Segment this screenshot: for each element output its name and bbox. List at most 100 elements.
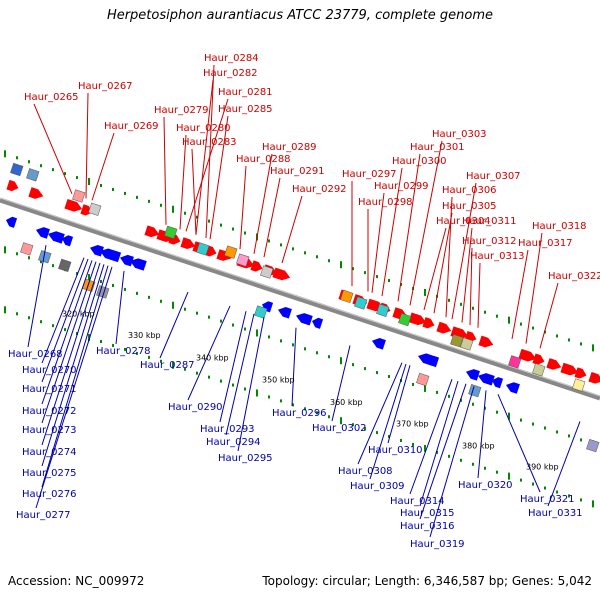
reverse-gene-arrow bbox=[428, 356, 440, 368]
label-leader bbox=[409, 140, 443, 306]
scale-label: 350 kbp bbox=[262, 375, 295, 384]
feature-box-shape bbox=[532, 363, 546, 377]
feature-box-shape bbox=[88, 202, 102, 216]
gene-label-haur-0265: Haur_0265 bbox=[24, 92, 79, 103]
feature-box-shape bbox=[398, 312, 412, 327]
forward-gene-arrow-shape bbox=[560, 362, 579, 376]
forward-gene-arrow bbox=[478, 335, 494, 348]
tick-mark bbox=[496, 470, 498, 474]
reverse-gene-arrow bbox=[478, 373, 495, 386]
label-leader bbox=[41, 258, 89, 383]
label-leader bbox=[187, 305, 231, 401]
label-leader bbox=[41, 257, 85, 364]
tick-mark bbox=[232, 383, 234, 387]
gene-label-haur-0292: Haur_0292 bbox=[292, 184, 347, 195]
gene-label-haur-0271: Haur_0271 bbox=[22, 384, 77, 395]
tick-mark bbox=[220, 319, 222, 323]
gene-label-haur-0300: Haur_0300 bbox=[392, 156, 447, 167]
gene-label-haur-0284: Haur_0284 bbox=[204, 53, 259, 64]
tick-mark bbox=[196, 215, 198, 219]
label-leader bbox=[429, 386, 475, 538]
tick-mark bbox=[592, 500, 594, 508]
label-leader bbox=[205, 64, 215, 239]
gene-label-haur-0315: Haur_0315 bbox=[400, 508, 455, 519]
tick-mark bbox=[568, 434, 570, 438]
reverse-gene-arrow-shape bbox=[506, 382, 520, 394]
tick-mark bbox=[76, 176, 78, 180]
tick-mark bbox=[100, 340, 102, 343]
tick-mark bbox=[520, 478, 522, 482]
label-leader bbox=[477, 390, 487, 479]
scale-label: 340 kbp bbox=[196, 354, 229, 363]
tick-mark bbox=[184, 367, 186, 371]
tick-mark bbox=[460, 302, 462, 306]
gene-label-haur-0280: Haur_0280 bbox=[176, 123, 231, 134]
scale-label: 390 kbp bbox=[526, 463, 559, 472]
tick-mark bbox=[376, 275, 378, 279]
label-leader bbox=[191, 148, 197, 235]
forward-gene-arrow bbox=[532, 353, 545, 365]
gene-label-haur-0269: Haur_0269 bbox=[104, 121, 159, 132]
label-leader bbox=[219, 311, 247, 423]
tick-mark bbox=[124, 191, 126, 195]
gene-label-haur-0308: Haur_0308 bbox=[338, 466, 393, 477]
gene-label-haur-0299: Haur_0299 bbox=[374, 181, 429, 192]
tick-mark bbox=[532, 422, 534, 426]
gene-label-haur-0268: Haur_0268 bbox=[8, 349, 63, 360]
feature-box-shape bbox=[354, 296, 368, 310]
tick-mark bbox=[364, 367, 366, 371]
tick-mark bbox=[412, 382, 414, 386]
reverse-gene-arrow bbox=[130, 258, 147, 271]
tick-mark bbox=[472, 402, 474, 406]
tick-mark bbox=[556, 490, 558, 494]
label-leader bbox=[41, 265, 109, 488]
tick-mark bbox=[112, 343, 114, 347]
tick-mark bbox=[148, 199, 150, 203]
tick-mark bbox=[484, 406, 486, 410]
gene-label-haur-0287: Haur_0287 bbox=[140, 360, 195, 371]
accession-text: Accession: NC_009972 bbox=[8, 574, 145, 588]
forward-gene-arrow bbox=[574, 367, 587, 379]
reverse-gene-arrow bbox=[492, 377, 504, 389]
gene-label-haur-0317: Haur_0317 bbox=[518, 238, 573, 249]
feature-box bbox=[196, 242, 210, 256]
gene-label-haur-0288: Haur_0288 bbox=[236, 154, 291, 165]
tick-mark bbox=[88, 178, 90, 186]
label-leader bbox=[27, 245, 47, 348]
label-leader bbox=[433, 212, 453, 314]
tick-mark bbox=[496, 314, 498, 318]
tick-mark bbox=[424, 444, 426, 452]
gene-label-haur-0289: Haur_0289 bbox=[262, 142, 317, 153]
tick-mark bbox=[40, 320, 42, 324]
tick-mark bbox=[328, 355, 330, 359]
forward-gene-arrow-shape bbox=[546, 358, 562, 370]
gene-label-haur-0301: Haur_0301 bbox=[410, 142, 465, 153]
tick-mark bbox=[208, 375, 210, 379]
feature-box bbox=[508, 355, 522, 369]
forward-gene-arrow bbox=[518, 348, 537, 362]
tick-mark bbox=[436, 450, 438, 454]
reverse-gene-arrow-shape bbox=[372, 338, 386, 350]
gene-label-haur-0297: Haur_0297 bbox=[342, 169, 397, 180]
feature-box-shape bbox=[572, 378, 586, 392]
tick-mark bbox=[220, 379, 222, 383]
tick-mark bbox=[556, 334, 558, 338]
tick-mark bbox=[580, 498, 582, 502]
feature-box bbox=[224, 245, 238, 259]
forward-gene-arrow bbox=[436, 321, 452, 334]
tick-mark bbox=[376, 431, 378, 435]
gene-label-haur-0273: Haur_0273 bbox=[22, 425, 77, 436]
tick-mark bbox=[220, 223, 222, 227]
reverse-gene-arrow bbox=[62, 235, 74, 247]
feature-box-shape bbox=[26, 168, 40, 182]
reverse-gene-arrow-shape bbox=[6, 216, 18, 228]
tick-mark bbox=[52, 168, 54, 172]
label-leader bbox=[511, 249, 529, 340]
gene-label-haur-0302: Haur_0302 bbox=[312, 423, 367, 434]
tick-mark bbox=[340, 417, 342, 425]
label-leader bbox=[41, 260, 93, 405]
gene-label-haur-0279: Haur_0279 bbox=[154, 105, 209, 116]
feature-box bbox=[468, 384, 482, 398]
tick-mark bbox=[580, 342, 582, 346]
